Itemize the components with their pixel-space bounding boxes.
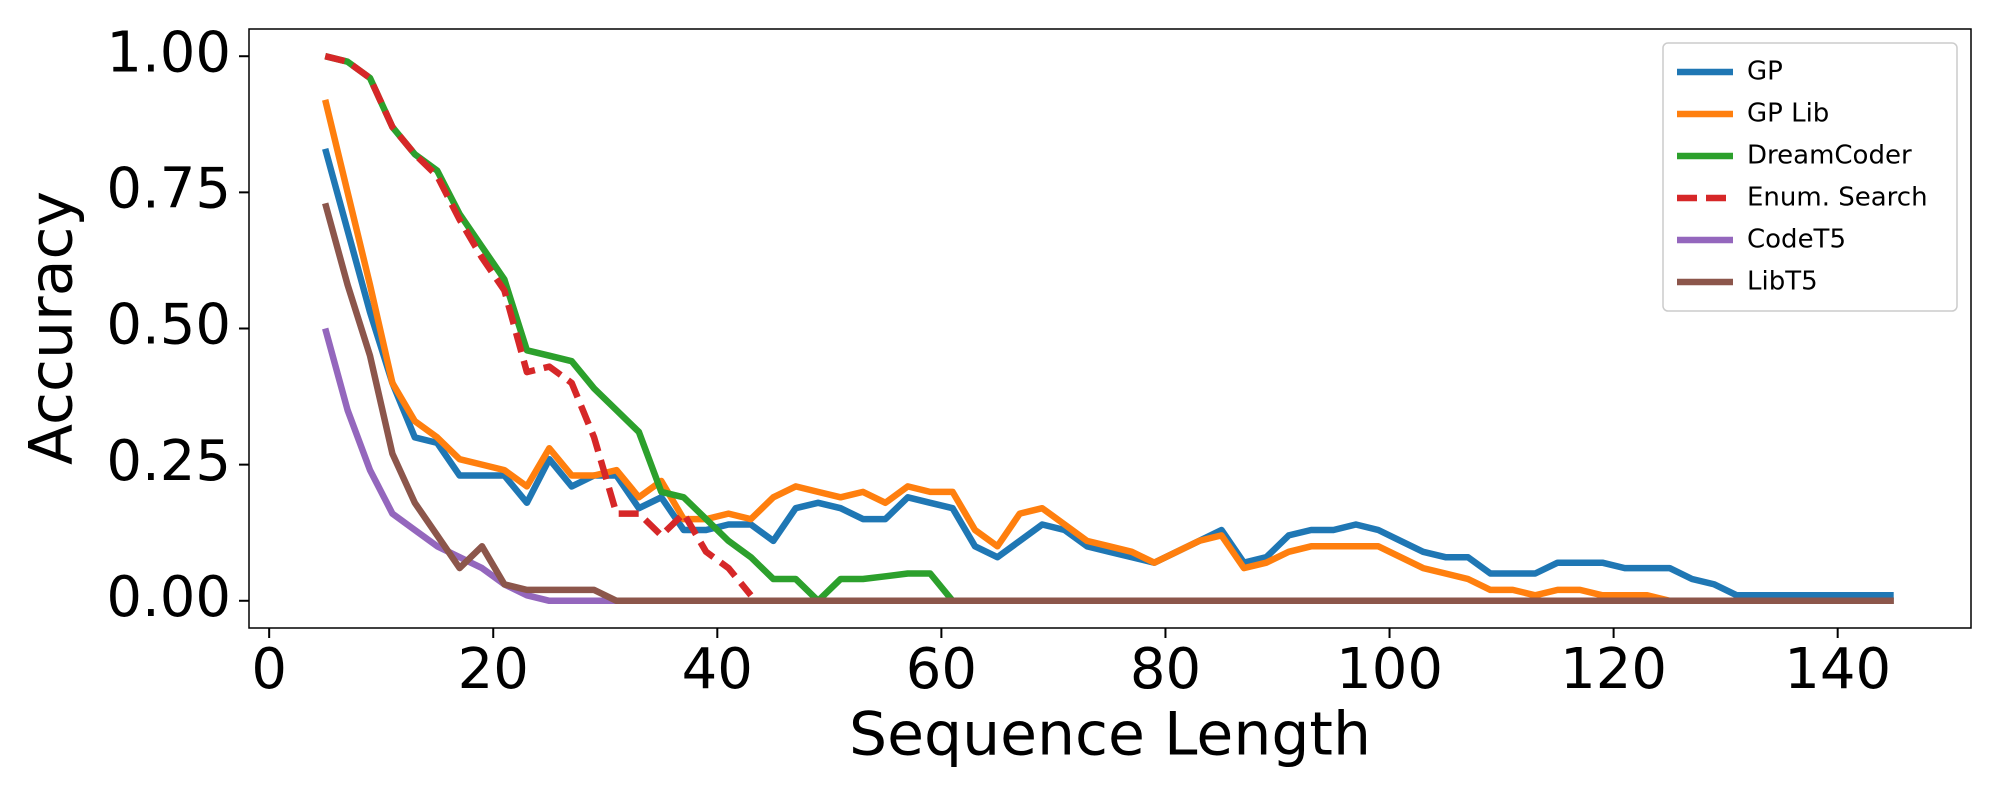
x-tick-label: 20 (458, 637, 529, 702)
x-axis-label: Sequence Length (849, 700, 1371, 770)
y-tick-label: 1.00 (106, 20, 231, 85)
x-tick-label: 80 (1130, 637, 1201, 702)
legend-label: GP Lib (1747, 99, 1829, 129)
series-line (322, 147, 1894, 599)
series-line (324, 53, 1894, 605)
plot-frame (248, 28, 1972, 629)
x-tick-label: 140 (1784, 637, 1891, 702)
series-line (324, 53, 754, 598)
y-tick-label: 0.25 (106, 429, 231, 494)
x-tick-label: 120 (1560, 637, 1667, 702)
y-tick-label: 0.00 (106, 565, 231, 630)
legend-label: LibT5 (1747, 267, 1818, 297)
y-tick-label: 0.75 (106, 157, 231, 222)
legend-label: DreamCoder (1747, 141, 1912, 171)
legend-label: CodeT5 (1747, 225, 1846, 255)
series-line (322, 99, 1894, 605)
x-tick-label: 40 (682, 637, 753, 702)
y-axis-label: Accuracy (17, 191, 87, 465)
series-line (322, 202, 1894, 605)
x-tick-label: 60 (906, 637, 977, 702)
x-tick-label: 0 (251, 637, 287, 702)
legend-box (1662, 42, 1958, 312)
y-tick-label: 0.50 (106, 293, 231, 358)
x-tick-label: 100 (1336, 637, 1443, 702)
legend-label: Enum. Search (1747, 183, 1928, 213)
legend-label: GP (1747, 57, 1783, 87)
